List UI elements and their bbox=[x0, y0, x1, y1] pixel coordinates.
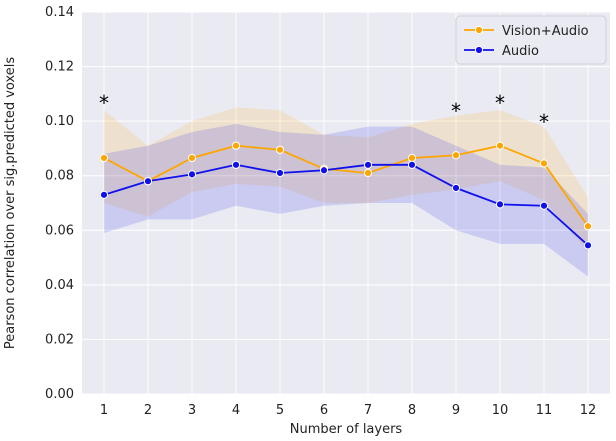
confidence-bands bbox=[104, 107, 588, 277]
x-tick-label: 7 bbox=[364, 403, 372, 418]
series-line-vision-audio bbox=[103, 144, 589, 227]
data-point bbox=[363, 168, 373, 178]
data-point bbox=[407, 160, 417, 169]
legend-label: Vision+Audio bbox=[502, 24, 589, 39]
x-axis-label: Number of layers bbox=[290, 422, 403, 437]
y-tick-label: 0.10 bbox=[45, 114, 74, 129]
data-point bbox=[187, 153, 197, 163]
significance-markers: * * * * bbox=[99, 91, 549, 134]
x-tick-label: 5 bbox=[276, 403, 284, 418]
data-point bbox=[539, 201, 549, 210]
data-point bbox=[231, 141, 241, 150]
series-line-audio bbox=[103, 163, 589, 246]
plot-background bbox=[82, 12, 610, 394]
x-tick-label: 1 bbox=[100, 403, 108, 418]
x-tick-label: 12 bbox=[580, 403, 597, 418]
y-tick-label: 0.06 bbox=[45, 223, 74, 238]
x-tick-label: 9 bbox=[452, 403, 460, 418]
series-points bbox=[99, 141, 593, 250]
data-point bbox=[583, 222, 593, 231]
data-point bbox=[187, 170, 197, 179]
y-tick-label: 0.12 bbox=[45, 60, 74, 75]
data-point bbox=[231, 160, 241, 169]
legend-box bbox=[455, 15, 607, 65]
data-point bbox=[319, 166, 329, 175]
data-point bbox=[99, 153, 109, 163]
significance-star: * bbox=[451, 99, 461, 123]
y-tick-label: 0.02 bbox=[45, 332, 74, 347]
x-tick-label: 3 bbox=[188, 403, 196, 418]
y-tick-label: 0.04 bbox=[45, 278, 74, 293]
significance-star: * bbox=[495, 91, 505, 115]
data-point bbox=[451, 183, 461, 193]
data-point bbox=[275, 145, 285, 154]
data-point bbox=[539, 159, 549, 168]
legend-swatch-marker bbox=[474, 25, 484, 35]
data-point bbox=[495, 200, 505, 209]
significance-star: * bbox=[99, 91, 109, 115]
data-point bbox=[275, 168, 285, 178]
confidence-band-audio bbox=[104, 123, 588, 277]
x-tick-label: 2 bbox=[144, 403, 152, 418]
data-point bbox=[363, 160, 373, 169]
x-tick-label: 4 bbox=[232, 403, 240, 418]
y-tick-label: 0.08 bbox=[45, 169, 74, 184]
y-axis-label: Pearson correlation over sig.predicted v… bbox=[3, 57, 18, 350]
x-axis-ticks: 1 2 3 4 5 6 7 8 9 10 11 12 bbox=[100, 403, 596, 418]
legend-swatch-marker bbox=[474, 45, 484, 55]
grid-lines bbox=[82, 11, 610, 395]
data-point bbox=[583, 241, 593, 250]
data-point bbox=[451, 151, 461, 160]
x-tick-label: 8 bbox=[408, 403, 416, 418]
data-point bbox=[495, 141, 505, 150]
legend-label: Audio bbox=[502, 44, 539, 59]
y-tick-label: 0.14 bbox=[45, 5, 74, 20]
significance-star: * bbox=[539, 110, 549, 134]
x-tick-label: 10 bbox=[492, 403, 509, 418]
data-point bbox=[99, 190, 109, 199]
y-axis-ticks: 0.00 0.02 0.04 0.06 0.08 0.10 0.12 0.14 bbox=[45, 5, 74, 402]
legend: Vision+Audio Audio bbox=[455, 15, 607, 65]
x-tick-label: 6 bbox=[320, 403, 328, 418]
confidence-band-vision-audio bbox=[104, 107, 588, 253]
series-lines bbox=[103, 144, 589, 246]
data-point bbox=[143, 177, 153, 186]
y-tick-label: 0.00 bbox=[45, 387, 74, 402]
x-tick-label: 11 bbox=[536, 403, 553, 418]
data-point bbox=[407, 153, 417, 163]
